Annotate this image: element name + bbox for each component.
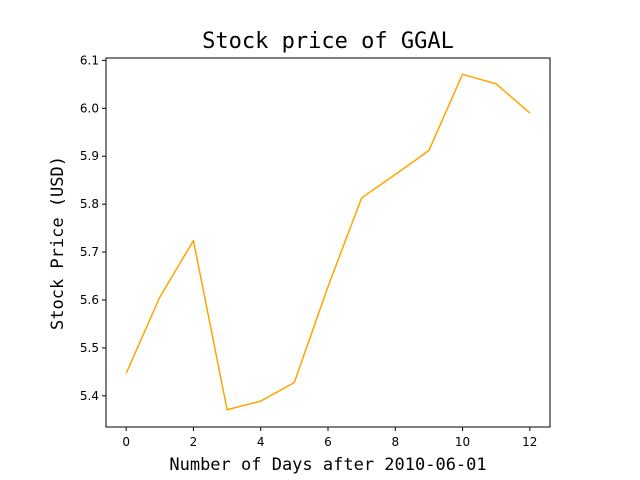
x-tick-label: 6 xyxy=(324,435,332,449)
x-tick-label: 2 xyxy=(190,435,198,449)
price-series-line xyxy=(125,73,531,411)
x-tick-label: 0 xyxy=(122,435,130,449)
plot-area xyxy=(105,57,551,428)
x-tick-label: 8 xyxy=(391,435,399,449)
y-tick-label: 6.0 xyxy=(80,101,99,115)
y-tick-label: 5.5 xyxy=(80,341,99,355)
y-axis: 5.4 5.5 5.6 5.7 5.8 5.9 6.0 6.1 xyxy=(80,53,106,403)
plot-frame xyxy=(105,57,551,428)
y-tick-label: 5.4 xyxy=(80,389,99,403)
y-tick-label: 5.7 xyxy=(80,245,99,259)
x-axis-label: Number of Days after 2010-06-01 xyxy=(169,455,486,475)
x-axis: 0 2 4 6 8 10 12 xyxy=(122,427,537,449)
y-tick-label: 5.9 xyxy=(80,149,99,163)
chart-title: Stock price of GGAL xyxy=(202,29,454,54)
x-tick-label: 10 xyxy=(455,435,470,449)
y-axis-label: Stock Price (USD) xyxy=(48,156,68,330)
series-layer xyxy=(125,73,531,411)
x-tick-label: 12 xyxy=(522,435,537,449)
y-tick-label: 5.6 xyxy=(80,293,99,307)
y-tick-label: 6.1 xyxy=(80,53,99,67)
x-tick-label: 4 xyxy=(257,435,265,449)
y-tick-label: 5.8 xyxy=(80,197,99,211)
